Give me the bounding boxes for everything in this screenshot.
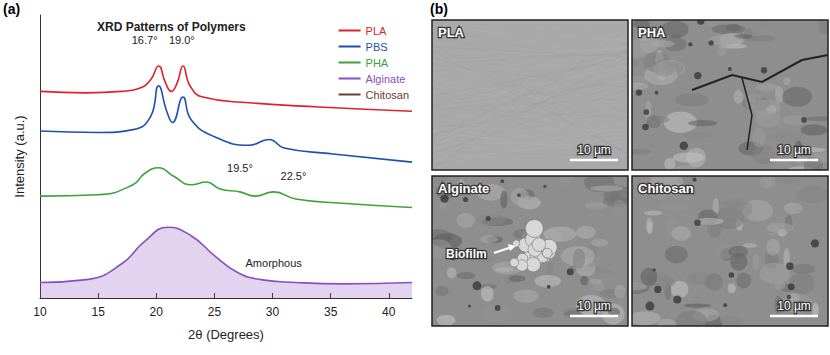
svg-text:19.0°: 19.0°: [169, 34, 195, 46]
svg-text:PHA: PHA: [638, 25, 666, 40]
svg-text:(a): (a): [3, 1, 20, 17]
svg-text:10 µm: 10 µm: [577, 299, 611, 313]
svg-text:40: 40: [382, 305, 396, 319]
svg-text:10 µm: 10 µm: [777, 143, 811, 157]
svg-text:(b): (b): [430, 1, 448, 17]
svg-text:Amorphous: Amorphous: [246, 257, 303, 269]
svg-text:19.5°: 19.5°: [227, 162, 253, 174]
svg-text:Alginate: Alginate: [438, 181, 489, 196]
svg-text:PHA: PHA: [366, 57, 389, 69]
svg-text:10 µm: 10 µm: [577, 143, 611, 157]
svg-text:2θ (Degrees): 2θ (Degrees): [188, 327, 264, 342]
svg-text:Biofilm: Biofilm: [446, 247, 487, 261]
svg-text:XRD Patterns of Polymers: XRD Patterns of Polymers: [97, 20, 246, 34]
svg-text:10: 10: [33, 305, 47, 319]
svg-text:Chitosan: Chitosan: [366, 89, 409, 101]
svg-text:25: 25: [208, 305, 222, 319]
svg-text:Intensity (a.u.): Intensity (a.u.): [12, 115, 27, 197]
svg-text:Alginate: Alginate: [366, 73, 406, 85]
svg-text:22.5°: 22.5°: [281, 170, 307, 182]
svg-text:20: 20: [150, 305, 164, 319]
svg-text:35: 35: [324, 305, 338, 319]
svg-text:PBS: PBS: [366, 41, 388, 53]
svg-text:PLA: PLA: [438, 25, 465, 40]
svg-text:Chitosan: Chitosan: [638, 181, 694, 196]
svg-text:30: 30: [266, 305, 280, 319]
svg-text:10 µm: 10 µm: [777, 299, 811, 313]
svg-text:16.7°: 16.7°: [132, 34, 158, 46]
svg-text:15: 15: [91, 305, 105, 319]
svg-text:PLA: PLA: [366, 25, 387, 37]
